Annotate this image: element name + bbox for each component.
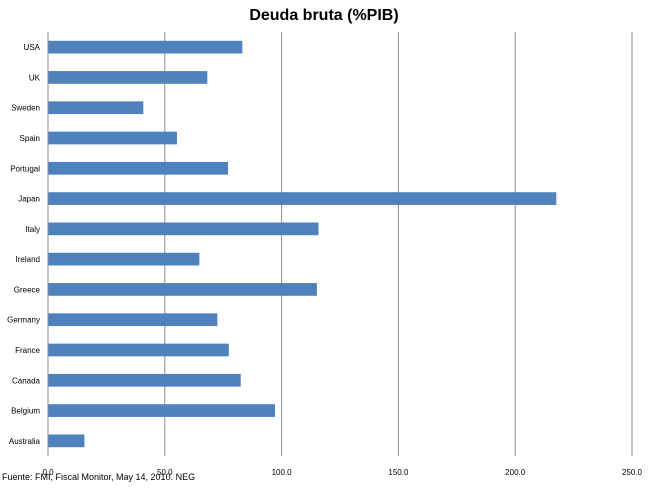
bar — [48, 131, 177, 145]
category-label: UK — [29, 73, 41, 82]
chart-title: Deuda bruta (%PIB) — [249, 7, 398, 24]
category-label: Australia — [9, 437, 41, 446]
bar — [48, 192, 557, 205]
category-label: Ireland — [16, 255, 40, 264]
bar — [48, 313, 218, 327]
x-tick-label: 250.0 — [622, 468, 643, 477]
category-label: Canada — [12, 376, 41, 385]
source-note: Fuente: FMI, Fiscal Monitor, May 14, 201… — [2, 472, 195, 482]
x-tick-label: 0.0 — [42, 468, 54, 477]
bar — [48, 222, 319, 236]
gridlines — [164, 32, 633, 456]
category-label: Greece — [14, 285, 41, 294]
bar — [48, 343, 229, 357]
category-label: Portugal — [10, 164, 40, 173]
category-label: USA — [24, 43, 41, 52]
category-label: Japan — [18, 195, 40, 204]
bar — [48, 101, 144, 115]
bar — [48, 252, 200, 266]
x-tick-label: 200.0 — [505, 468, 526, 477]
bar — [48, 373, 241, 387]
category-label: Sweden — [11, 104, 40, 113]
x-tick-label: 50.0 — [157, 468, 173, 477]
category-label: Italy — [25, 225, 40, 234]
category-label: Belgium — [11, 407, 40, 416]
bar — [48, 40, 243, 54]
x-tick-label: 100.0 — [272, 468, 293, 477]
x-tick-labels: 0.0 50.0 100.0 150.0 200.0 250.0 — [42, 468, 642, 477]
category-labels: USA UK Sweden Spain Portugal Japan Italy Irelan… — [7, 43, 41, 446]
category-label: Spain — [20, 134, 40, 143]
bar — [48, 161, 229, 175]
bar — [48, 404, 276, 417]
category-label: France — [15, 346, 40, 355]
bar — [48, 71, 208, 84]
bar — [48, 434, 85, 448]
bar — [48, 283, 317, 296]
category-label: Germany — [7, 316, 40, 325]
bars — [48, 40, 557, 448]
x-tick-label: 150.0 — [388, 468, 409, 477]
